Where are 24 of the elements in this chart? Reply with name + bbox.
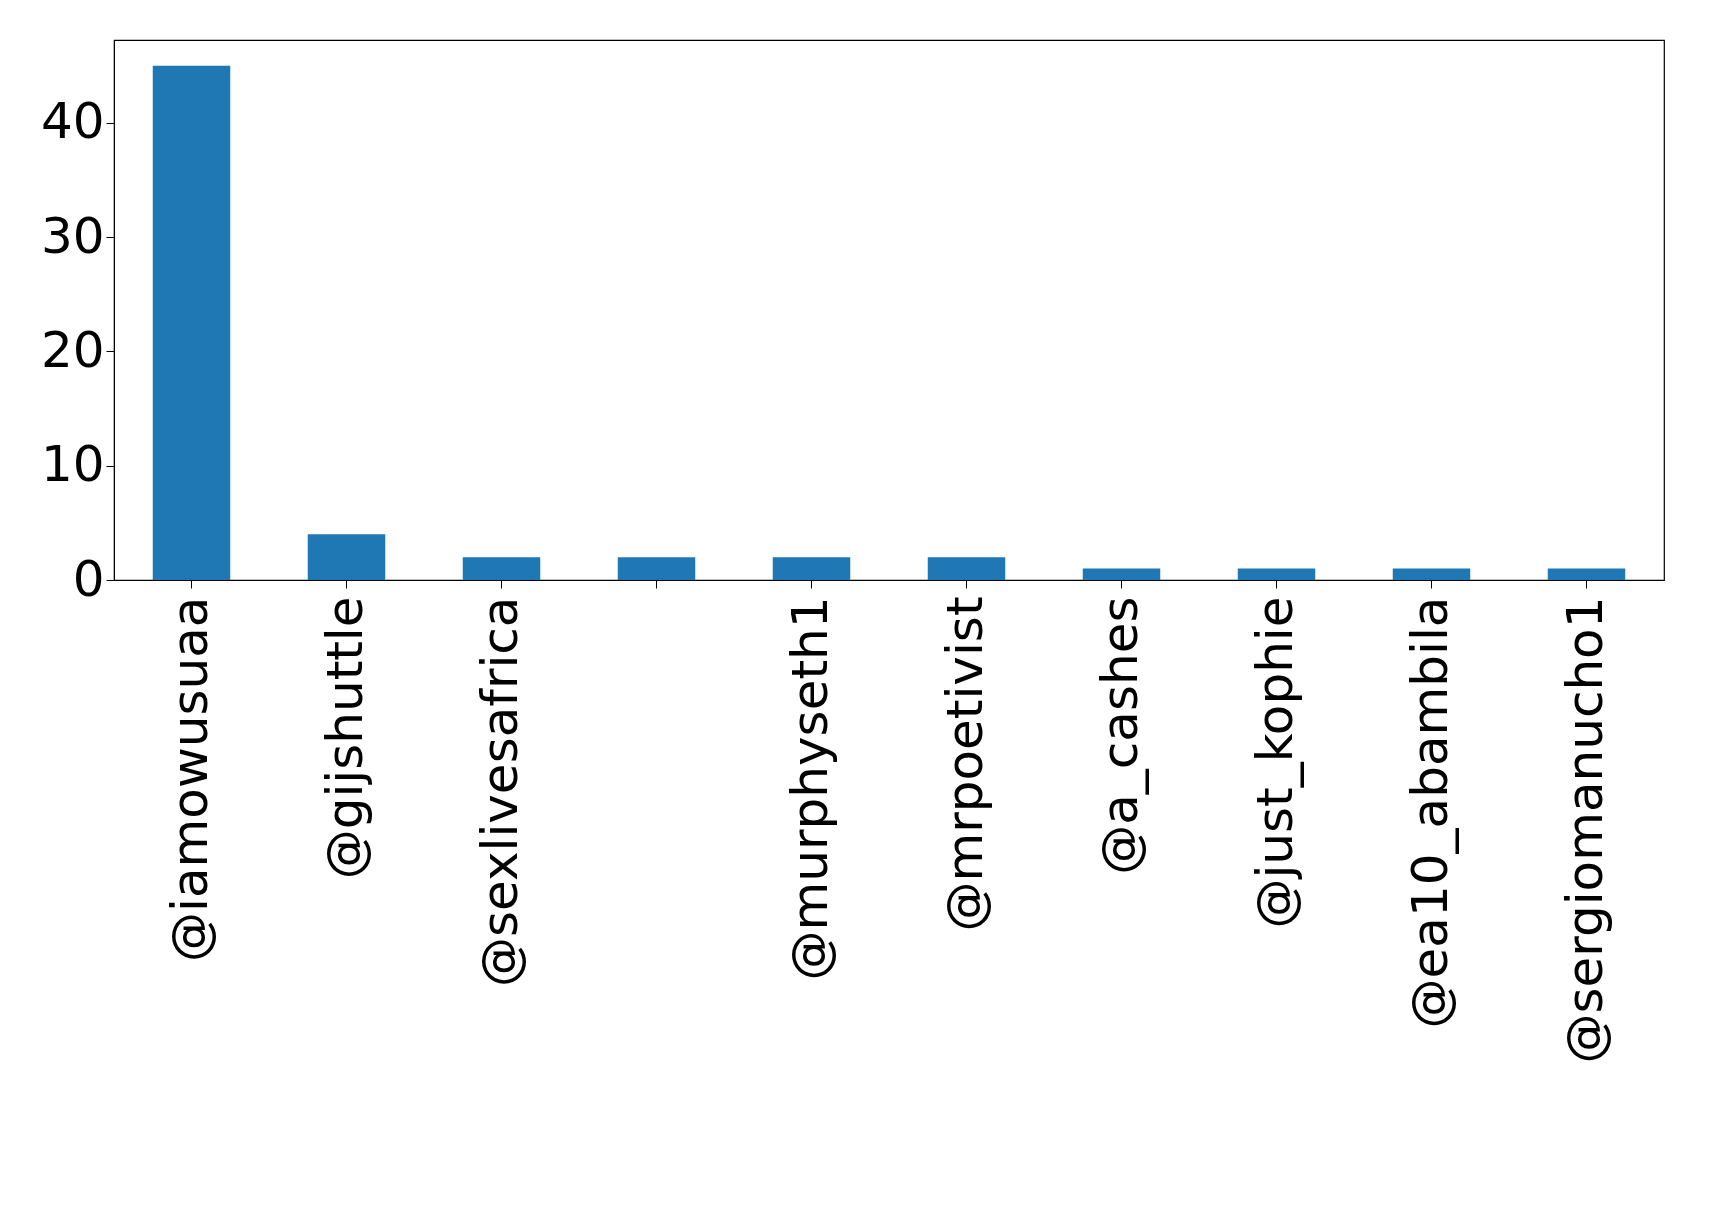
bar	[772, 557, 851, 580]
bar	[617, 557, 696, 580]
x-tick-label: @just_kophie	[1245, 596, 1304, 929]
bar	[462, 557, 541, 580]
bar	[927, 557, 1006, 580]
x-tick-label: @sexlivesafrica	[470, 596, 529, 988]
bar	[152, 65, 231, 580]
y-tick-label: 20	[40, 320, 105, 379]
x-tick-label: @sergiomanucho1	[1555, 596, 1614, 1064]
bar	[1547, 568, 1626, 580]
bar	[1237, 568, 1316, 580]
x-tick-label: @mrpoetivist	[935, 596, 994, 932]
y-tick-label: 30	[40, 206, 105, 265]
x-tick-label: @gijshuttle	[315, 596, 374, 880]
x-tick-label: @murphyseth1	[780, 596, 839, 981]
bar	[1392, 568, 1471, 580]
y-tick-label: 40	[40, 92, 105, 151]
x-tick-label: @a_cashes	[1090, 596, 1149, 875]
y-tick-label: 10	[40, 435, 105, 494]
bar	[307, 534, 386, 580]
bar	[1082, 568, 1161, 580]
x-tick-label: @ea10_abambila	[1400, 596, 1459, 1029]
x-tick-label: @iamowusuaa	[160, 596, 219, 962]
y-tick-label: 0	[72, 549, 105, 608]
